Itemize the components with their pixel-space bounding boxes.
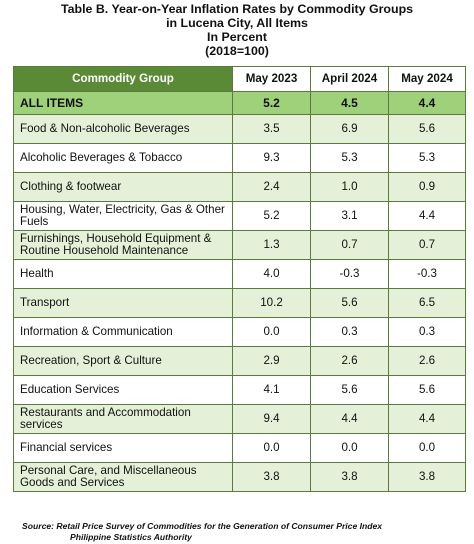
value-may-2024: 2.6 [388,346,466,376]
value-april-2024: 5.6 [310,375,389,405]
value-may-2023: 2.4 [232,172,311,202]
table-row: Alcoholic Beverages & Tobacco 9.3 5.3 5.3 [13,143,466,173]
table-row: Food & Non-alcoholic Beverages 3.5 6.9 5.6 [13,114,466,144]
table-row: Education Services 4.1 5.6 5.6 [13,375,466,405]
header-april-2024: April 2024 [310,66,389,92]
table-row: Personal Care, and Miscellaneous Goods a… [13,462,466,492]
value-may-2024: 0.9 [388,172,466,202]
value-may-2023: 5.2 [232,201,311,231]
table-row: Health 4.0 -0.3 -0.3 [13,259,466,289]
commodity-name: Housing, Water, Electricity, Gas & Other… [13,201,233,231]
commodity-name: Food & Non-alcoholic Beverages [13,114,233,144]
value-may-2023: 9.4 [232,404,311,434]
commodity-name: Health [13,259,233,289]
title-line-2: in Lucena City, All Items [166,16,308,30]
table-header-row: Commodity Group May 2023 April 2024 May … [13,66,466,92]
value-april-2024: 0.0 [310,433,389,463]
value-may-2023: 2.9 [232,346,311,376]
value-may-2023: 10.2 [232,288,311,318]
commodity-name: Transport [13,288,233,318]
value-april-2024: 6.9 [310,114,389,144]
value-may-2023: 3.5 [232,114,311,144]
value-april-2024: 2.6 [310,346,389,376]
table-row: Clothing & footwear 2.4 1.0 0.9 [13,172,466,202]
value-may-2023: 3.8 [232,462,311,492]
value-may-2024: 4.4 [388,404,466,434]
value-april-2024: -0.3 [310,259,389,289]
value-may-2024: -0.3 [388,259,466,289]
table-row: Information & Communication 0.0 0.3 0.3 [13,317,466,347]
title-line-1: Table B. Year-on-Year Inflation Rates by… [60,2,414,16]
value-april-2024: 0.7 [310,230,389,260]
value-may-2024: 3.8 [388,462,466,492]
title-line-4: (2018=100) [205,44,269,58]
commodity-name: Education Services [13,375,233,405]
table-row: Housing, Water, Electricity, Gas & Other… [13,201,466,231]
table-row: Restaurants and Accommodation services 9.… [13,404,466,434]
value-may-2024: 5.6 [388,375,466,405]
header-may-2024: May 2024 [388,66,466,92]
commodity-name: Recreation, Sport & Culture [13,346,233,376]
value-may-2024: 0.0 [388,433,466,463]
value-april-2024: 3.1 [310,201,389,231]
value-may-2023: 0.0 [232,317,311,347]
header-commodity-group: Commodity Group [13,66,233,92]
table-row: Furnishings, Household Equipment & Routi… [13,230,466,260]
table-row: Financial services 0.0 0.0 0.0 [13,433,466,463]
all-items-row: ALL ITEMS 5.2 4.5 4.4 [13,91,466,115]
value-may-2023: 0.0 [232,433,311,463]
value-may-2024: 0.7 [388,230,466,260]
title-line-3: In Percent [207,30,267,44]
value-may-2023: 9.3 [232,143,311,173]
value-april-2024: 1.0 [310,172,389,202]
value-may-2024: 5.6 [388,114,466,144]
commodity-name: Personal Care, and Miscellaneous Goods a… [13,462,233,492]
value-may-2023: 1.3 [232,230,311,260]
value-may-2024: 6.5 [388,288,466,318]
all-items-label: ALL ITEMS [13,91,233,115]
value-may-2024: 0.3 [388,317,466,347]
value-may-2024: 4.4 [388,201,466,231]
value-may-2023: 4.1 [232,375,311,405]
value-april-2024: 5.3 [310,143,389,173]
value-may-2023: 4.0 [232,259,311,289]
value-april-2024: 4.4 [310,404,389,434]
commodity-name: Furnishings, Household Equipment & Routi… [13,230,233,260]
all-items-may-2024: 4.4 [388,91,466,115]
table-row: Transport 10.2 5.6 6.5 [13,288,466,318]
source-note: Source: Retail Price Survey of Commoditi… [22,521,462,542]
commodity-name: Restaurants and Accommodation services [13,404,233,434]
commodity-name: Clothing & footwear [13,172,233,202]
inflation-table: Commodity Group May 2023 April 2024 May … [13,66,466,492]
all-items-april-2024: 4.5 [310,91,389,115]
source-line-1: Source: Retail Price Survey of Commoditi… [22,521,383,531]
value-april-2024: 5.6 [310,288,389,318]
commodity-name: Information & Communication [13,317,233,347]
all-items-may-2023: 5.2 [232,91,311,115]
header-may-2023: May 2023 [232,66,311,92]
table-row: Recreation, Sport & Culture 2.9 2.6 2.6 [13,346,466,376]
value-may-2024: 5.3 [388,143,466,173]
commodity-name: Alcoholic Beverages & Tobacco [13,143,233,173]
table-title: Table B. Year-on-Year Inflation Rates by… [0,0,474,58]
value-april-2024: 0.3 [310,317,389,347]
commodity-name: Financial services [13,433,233,463]
source-line-2: Philippine Statistics Authority [70,531,192,542]
value-april-2024: 3.8 [310,462,389,492]
